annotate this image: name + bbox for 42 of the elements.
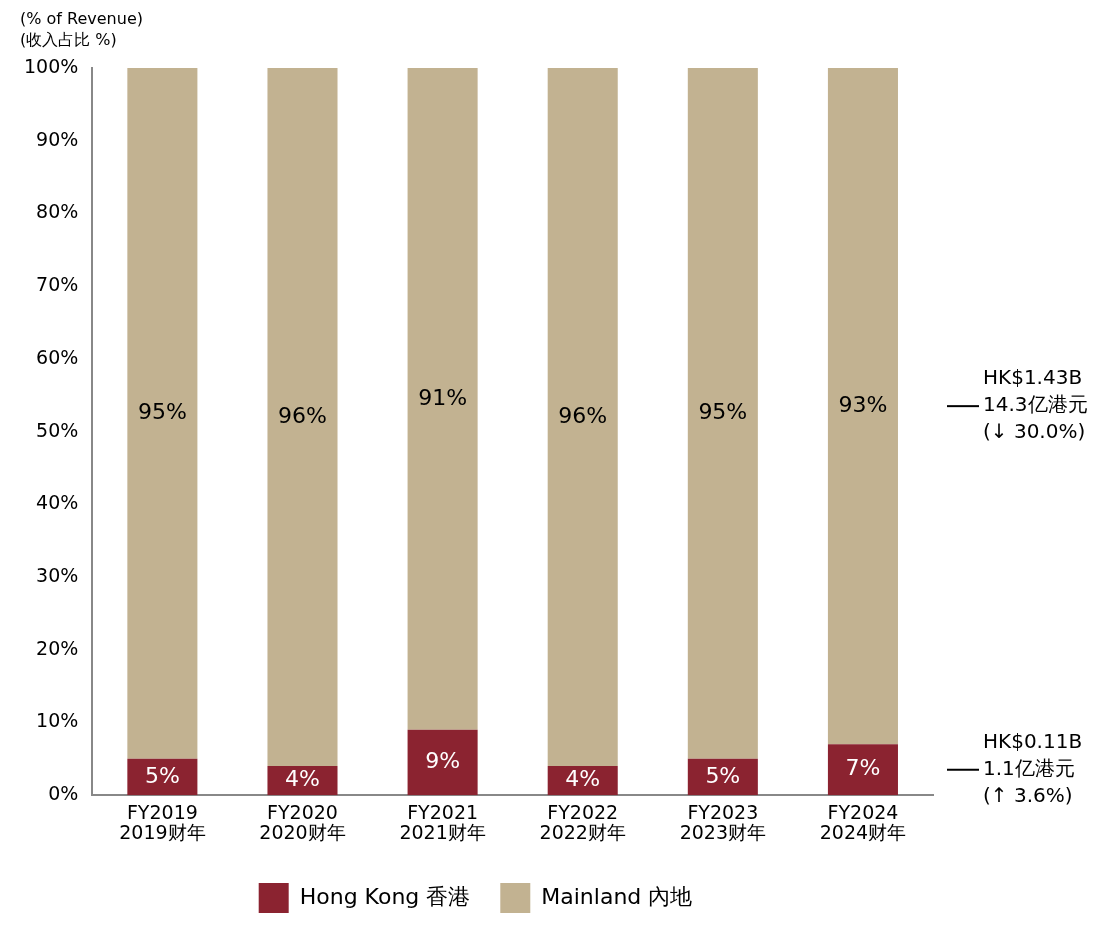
data-label: 91%	[418, 384, 468, 410]
y-tick-label: 20%	[36, 636, 79, 659]
y-tick-label: 30%	[36, 563, 79, 586]
x-tick-label: FY2019 2019财年	[119, 800, 206, 844]
data-label: 96%	[278, 402, 327, 428]
bar	[547, 68, 618, 767]
data-label: 95%	[137, 399, 187, 425]
y-tick-label: 40%	[36, 491, 79, 514]
x-tick-label: FY2021 2021财年	[399, 800, 486, 844]
data-label: 4%	[565, 766, 601, 792]
data-label: 5%	[705, 762, 741, 788]
data-label: 7%	[845, 755, 881, 781]
legend-label: Mainland 內地	[541, 883, 693, 909]
y-tick-label: 80%	[36, 200, 79, 223]
data-label: 95%	[698, 399, 748, 425]
y-tick-label: 50%	[36, 418, 79, 441]
bar	[827, 68, 898, 745]
text: HK$0.11B 1.1亿港元 (↑ 3.6%)	[983, 728, 1083, 807]
data-label: 9%	[425, 748, 461, 774]
x-tick-label: FY2023 2023财年	[679, 800, 767, 844]
bar	[267, 68, 338, 767]
x-tick-label: FY2022 2022财年	[539, 800, 626, 844]
data-label: 93%	[838, 391, 888, 417]
y-tick-label: 0%	[48, 782, 79, 805]
y-tick-label: 10%	[36, 709, 79, 732]
x-tick-label: FY2024 2024财年	[819, 800, 907, 844]
y-tick-label: 90%	[36, 127, 79, 150]
y-axis-title: (% of Revenue) (收入占比 %)	[20, 9, 143, 50]
y-tick-label: 100%	[23, 54, 79, 77]
y-tick-label: 60%	[36, 345, 79, 368]
text: HK$1.43B 14.3亿港元 (↓ 30.0%)	[983, 365, 1088, 444]
bar	[687, 68, 758, 759]
bar	[407, 729, 478, 796]
legend-label: Hong Kong 香港	[299, 883, 471, 909]
data-label: 96%	[558, 402, 608, 428]
x-tick-label: FY2020 2020财年	[259, 800, 346, 844]
data-label: 5%	[144, 762, 180, 788]
bar	[827, 744, 898, 796]
bar	[407, 68, 478, 730]
y-tick-label: 70%	[36, 273, 79, 296]
data-label: 4%	[285, 766, 320, 792]
bar	[127, 68, 198, 759]
